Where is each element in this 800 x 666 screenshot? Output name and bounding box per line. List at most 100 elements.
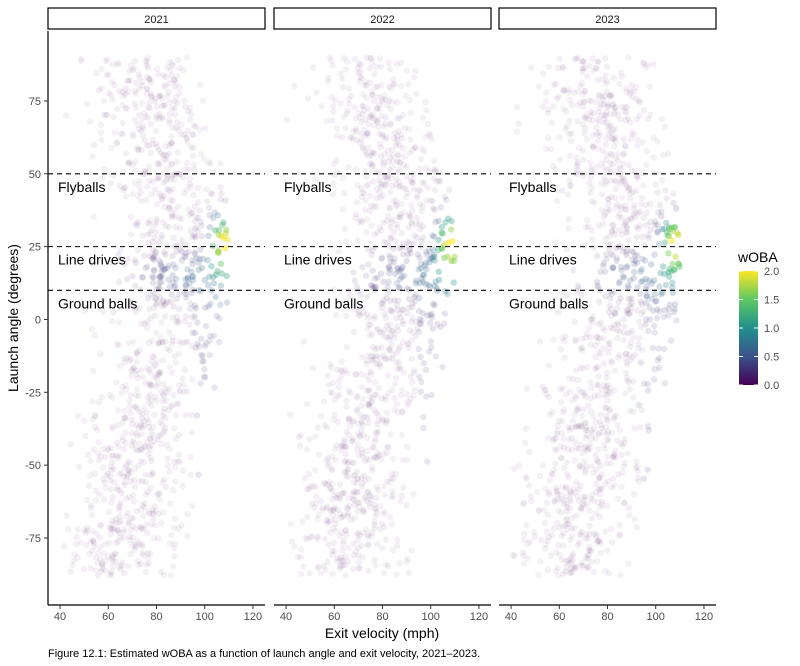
scatter-point: [605, 200, 612, 207]
scatter-point: [572, 564, 579, 572]
scatter-point: [575, 377, 582, 384]
scatter-point: [539, 383, 546, 390]
scatter-point: [643, 209, 650, 216]
scatter-point: [580, 493, 587, 501]
scatter-point: [620, 499, 628, 507]
scatter-point: [354, 441, 362, 448]
scatter-point: [354, 430, 362, 437]
scatter-point: [562, 126, 569, 133]
scatter-point: [334, 392, 341, 400]
scatter-point: [595, 283, 602, 291]
scatter-point: [127, 298, 135, 305]
scatter-point: [366, 65, 374, 72]
scatter-point: [661, 123, 668, 131]
scatter-point: [158, 263, 165, 270]
scatter-point: [186, 180, 193, 188]
scatter-point: [350, 489, 357, 496]
scatter-point: [387, 174, 394, 181]
scatter-point: [634, 173, 641, 180]
scatter-point: [406, 327, 413, 334]
scatter-point: [630, 408, 637, 415]
scatter-point: [589, 131, 597, 139]
scatter-point: [151, 256, 158, 264]
scatter-point: [630, 378, 637, 385]
scatter-point: [197, 380, 204, 387]
scatter-point: [333, 494, 340, 502]
scatter-point: [105, 508, 113, 516]
scatter-point: [378, 254, 386, 261]
scatter-point: [83, 542, 90, 549]
scatter-point: [189, 260, 196, 268]
scatter-point: [600, 441, 608, 448]
scatter-point: [566, 152, 574, 159]
scatter-point: [645, 231, 652, 239]
scatter-point: [568, 525, 576, 532]
scatter-point: [129, 437, 136, 444]
scatter-point: [167, 161, 175, 168]
scatter-point: [341, 190, 348, 197]
scatter-point: [333, 442, 340, 449]
scatter-point: [575, 539, 583, 546]
scatter-point: [117, 499, 124, 507]
scatter-point: [658, 226, 666, 233]
scatter-point: [369, 467, 376, 474]
scatter-point: [74, 526, 81, 533]
scatter-point: [182, 250, 189, 257]
scatter-point: [586, 507, 593, 514]
scatter-point: [345, 415, 353, 423]
scatter-point: [403, 501, 410, 509]
scatter-point: [107, 179, 115, 187]
scatter-point: [357, 291, 364, 298]
scatter-point: [189, 286, 197, 293]
scatter-point: [176, 305, 183, 313]
scatter-point: [603, 369, 611, 377]
scatter-point: [356, 499, 363, 506]
scatter-point: [666, 265, 673, 273]
scatter-point: [410, 240, 417, 248]
scatter-point: [218, 270, 225, 277]
scatter-point: [154, 143, 161, 151]
scatter-point: [574, 282, 582, 289]
scatter-point: [604, 436, 611, 443]
scatter-point: [586, 180, 593, 187]
scatter-point: [351, 55, 359, 63]
scatter-point: [604, 101, 612, 108]
scatter-point: [166, 363, 173, 370]
scatter-point: [366, 491, 374, 499]
scatter-point: [592, 418, 599, 426]
scatter-point: [593, 124, 600, 131]
scatter-point: [594, 338, 601, 345]
scatter-point: [181, 388, 188, 396]
scatter-point: [404, 238, 411, 246]
scatter-point: [638, 195, 646, 202]
scatter-point: [646, 83, 653, 91]
scatter-point: [156, 115, 163, 122]
scatter-point: [99, 464, 107, 471]
scatter-point: [156, 174, 163, 182]
scatter-point: [382, 172, 389, 180]
scatter-point: [342, 238, 350, 245]
scatter-point: [399, 263, 406, 270]
scatter-point: [176, 458, 183, 465]
scatter-point: [355, 503, 363, 511]
scatter-point: [138, 82, 146, 89]
scatter-point: [126, 160, 133, 167]
scatter-point: [618, 73, 626, 81]
scatter-point: [608, 460, 615, 467]
scatter-point: [176, 84, 183, 91]
scatter-point: [346, 502, 353, 510]
scatter-point: [601, 211, 609, 218]
scatter-point: [381, 120, 388, 127]
scatter-point: [369, 267, 376, 274]
scatter-point: [646, 304, 653, 311]
scatter-point: [172, 213, 179, 220]
scatter-point: [655, 345, 662, 352]
scatter-point: [165, 204, 173, 212]
scatter-point: [358, 130, 365, 137]
scatter-point: [391, 297, 398, 304]
scatter-point: [176, 381, 183, 389]
scatter-point: [412, 318, 420, 326]
scatter-point: [195, 259, 202, 266]
scatter-point: [368, 282, 375, 289]
scatter-point: [403, 173, 410, 181]
